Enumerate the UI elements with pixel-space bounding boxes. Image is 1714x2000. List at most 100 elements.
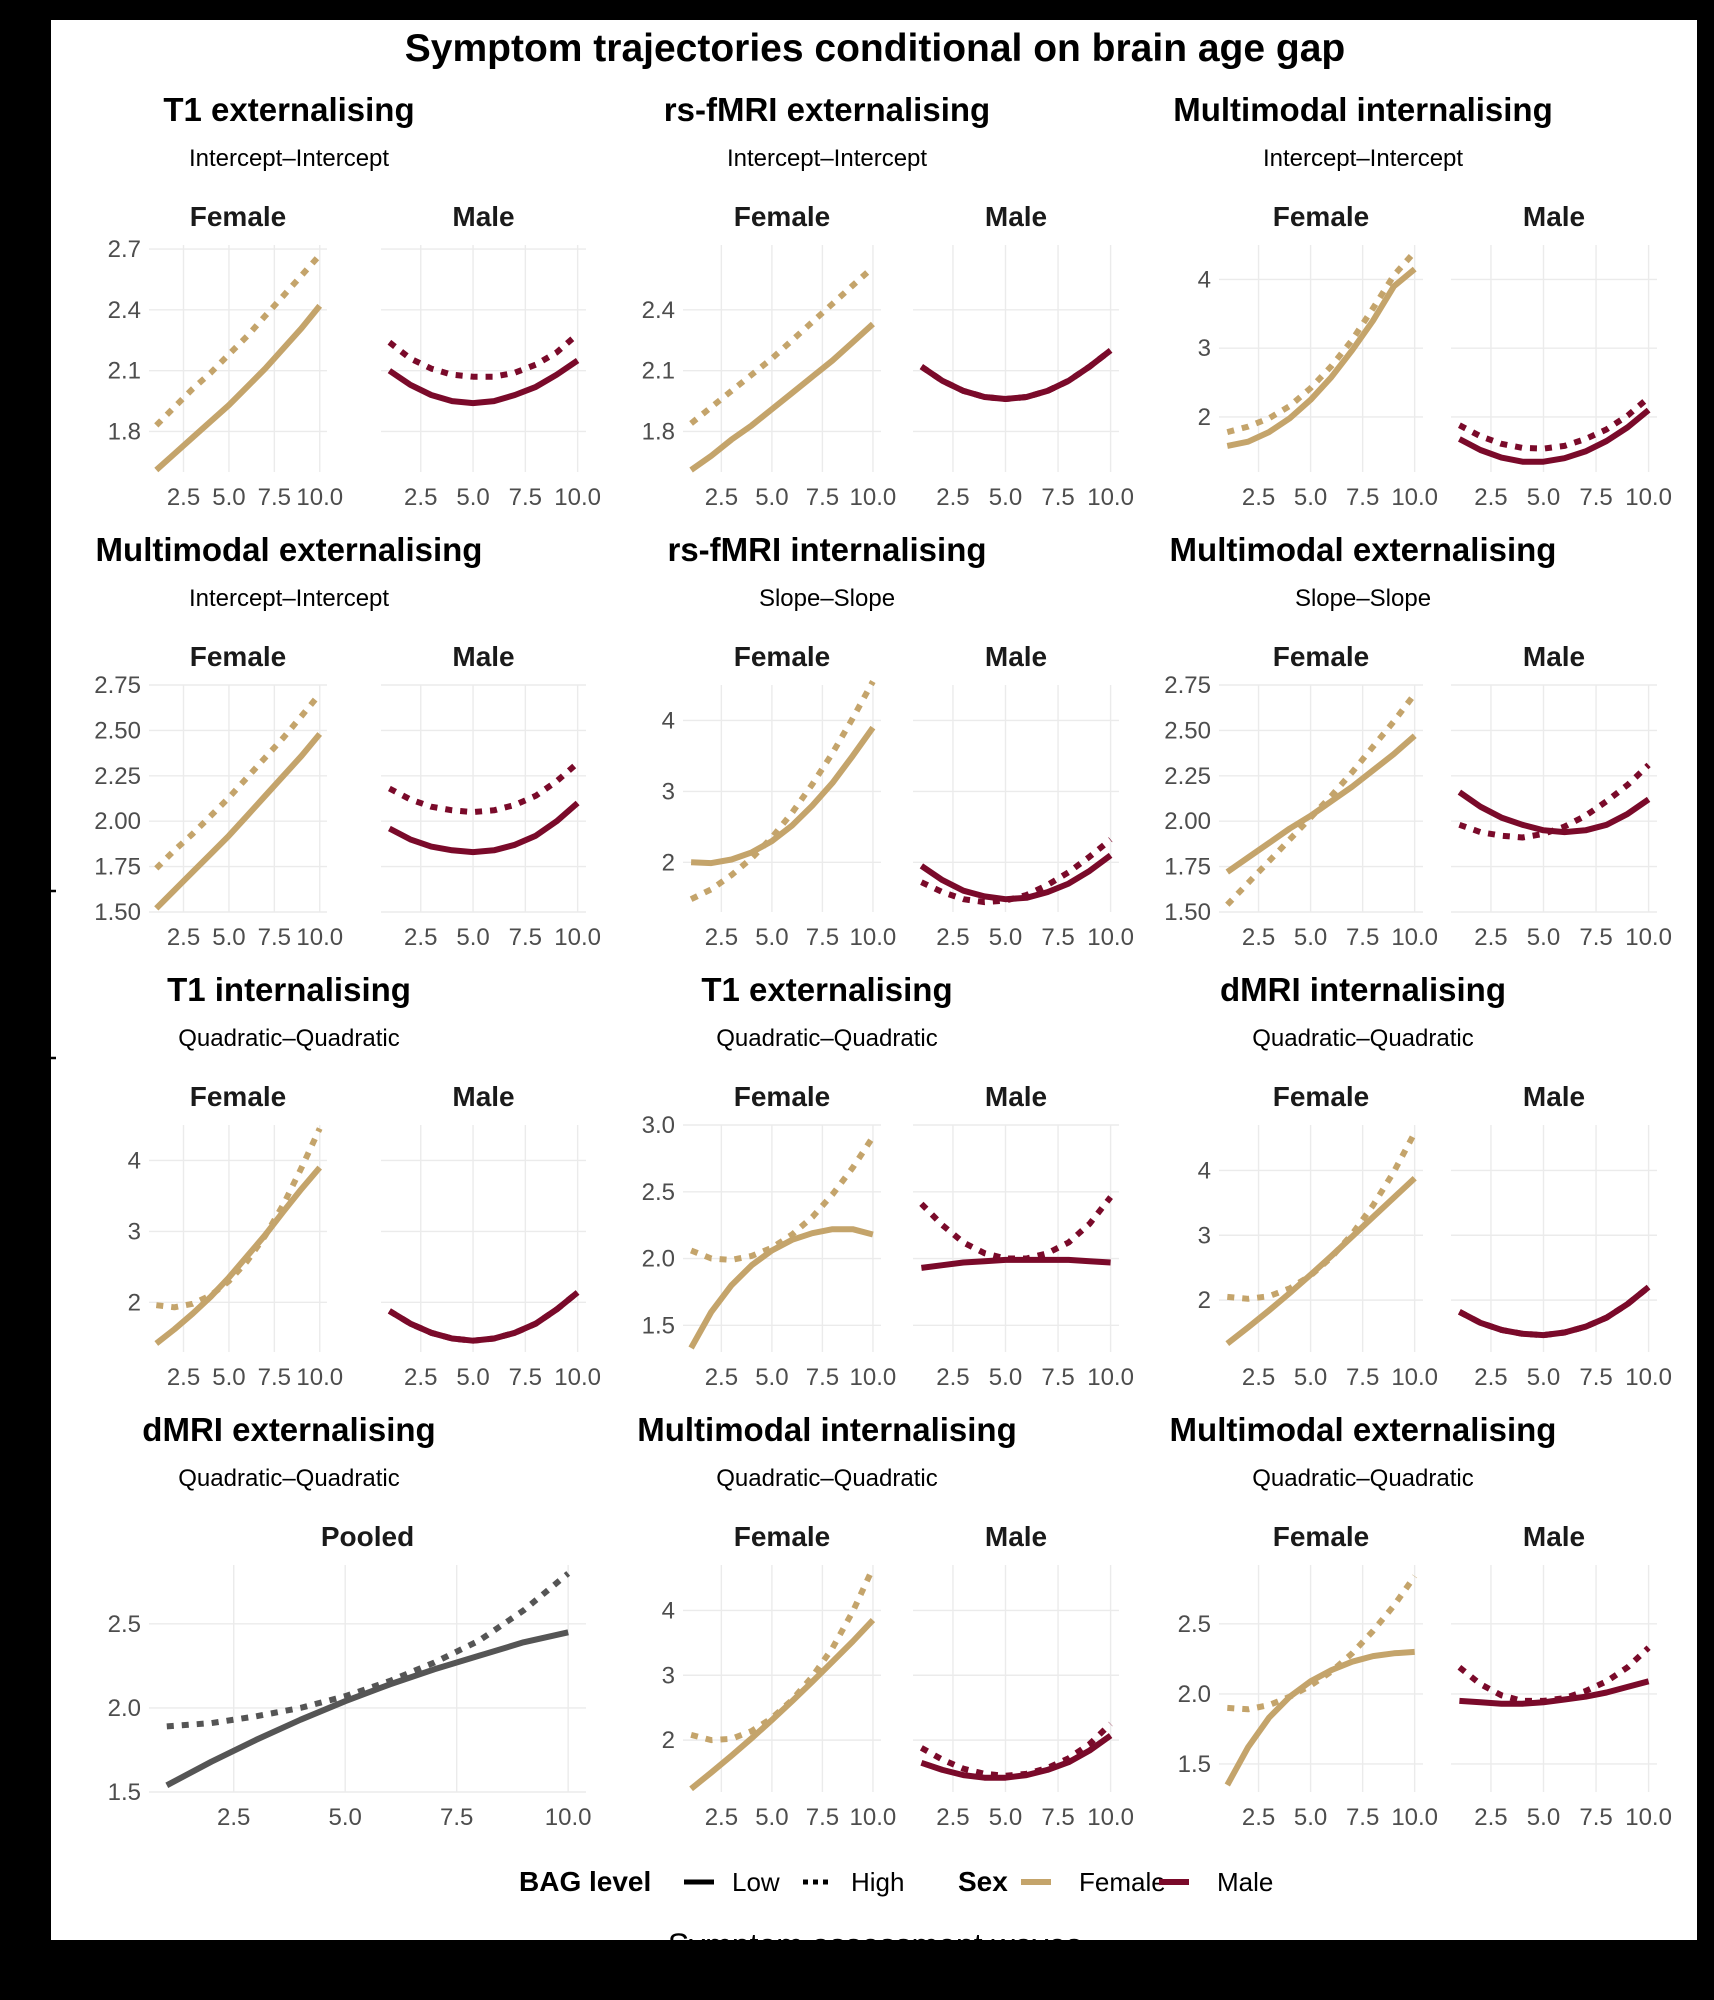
x-tick-label: 10.0 (1391, 484, 1438, 511)
panel-12: Multimodal externalising Quadratic–Quadra… (1170, 1411, 1672, 1831)
x-tick-label: 7.5 (509, 924, 542, 951)
x-tick-label: 2.5 (936, 924, 969, 951)
facet-label: Male (1523, 641, 1585, 672)
facet-female: Female 1.50 1.75 2.00 2.25 2.50 2.75 2.5 5.0 7.5 1… (1164, 641, 1438, 951)
x-tick-label: 7.5 (1041, 1804, 1074, 1831)
facet-female: Female 1.8 2.1 2.4 2.7 2.5 5.0 7.5 10.0 (108, 201, 343, 511)
series-line-high-female (154, 253, 322, 428)
panel-title: T1 internalising (167, 971, 411, 1008)
x-tick-label: 10.0 (554, 484, 601, 511)
x-tick-label: 5.0 (456, 1364, 489, 1391)
y-tick-label: 1.50 (94, 899, 141, 926)
y-tick-label: 4 (1198, 266, 1211, 293)
y-tick-label: 3 (1198, 335, 1211, 362)
panel-subtitle: Quadratic–Quadratic (716, 1025, 937, 1052)
facet-label: Female (1273, 641, 1370, 672)
x-tick-label: 7.5 (1346, 484, 1379, 511)
y-tick-label: 2.0 (642, 1246, 675, 1273)
y-tick-label: 4 (662, 707, 675, 734)
series-line-low-female (154, 303, 323, 473)
facet-label: Male (452, 641, 514, 672)
series-line-low-male (921, 1256, 1111, 1271)
facet-male: Male 2.5 5.0 7.5 10.0 (1451, 1081, 1672, 1391)
series-line-low-female (689, 321, 875, 473)
x-tick-label: 2.5 (1242, 1804, 1275, 1831)
x-tick-label: 10.0 (1625, 484, 1672, 511)
x-tick-label: 7.5 (1346, 1364, 1379, 1391)
panel-subtitle: Intercept–Intercept (727, 145, 927, 172)
x-tick-label: 2.5 (1474, 1804, 1507, 1831)
y-tick-label: 4 (128, 1147, 141, 1174)
x-tick-label: 5.0 (755, 1804, 788, 1831)
panel-title: T1 externalising (163, 91, 414, 128)
panel-11: Multimodal internalising Quadratic–Quadra… (637, 1411, 1134, 1831)
y-tick-label: 2.50 (1164, 717, 1211, 744)
series-line-low-female (1225, 733, 1417, 875)
panel-subtitle: Intercept–Intercept (189, 145, 389, 172)
x-tick-label: 10.0 (1625, 1364, 1672, 1391)
panel-subtitle: Intercept–Intercept (189, 585, 389, 612)
series-line-high-female (1225, 692, 1418, 907)
x-tick-label: 7.5 (1579, 1364, 1612, 1391)
series-line-low-male (1459, 1678, 1650, 1707)
facet-male: Male 2.5 5.0 7.5 10.0 (1451, 201, 1672, 511)
facet-female: Female 1.5 2.0 2.5 2.5 5.0 7.5 10.0 (1178, 1521, 1438, 1831)
figure-svg: Symptom trajectories conditional on brai… (51, 27, 1672, 1940)
series-line-low-female (1226, 266, 1417, 449)
panel-9: dMRI internalising Quadratic–Quadratic Fem… (1198, 971, 1672, 1391)
x-tick-label: 10.0 (850, 1804, 897, 1831)
series-line-low-male (388, 800, 580, 856)
y-tick-label: 2.1 (108, 358, 141, 385)
series-line-high-male (919, 348, 1113, 402)
panel-title: rs-fMRI externalising (664, 91, 990, 128)
facet-label: Female (190, 1081, 287, 1112)
series-line-high-male (387, 1290, 580, 1344)
facet-female: Female 2 3 4 2.5 5.0 7.5 10.0 (662, 641, 897, 951)
x-tick-label: 7.5 (1579, 484, 1612, 511)
y-tick-label: 3 (662, 1662, 675, 1689)
y-tick-label: 2 (1198, 404, 1211, 431)
series-line-low-male (920, 1733, 1113, 1781)
x-tick-label: 7.5 (440, 1804, 473, 1831)
facet-label: Male (985, 641, 1047, 672)
y-tick-label: 3 (662, 778, 675, 805)
panel-4: Multimodal externalising Intercept–Interc… (94, 531, 601, 951)
series-line-high-male (1458, 1284, 1651, 1339)
facet-label: Male (452, 201, 514, 232)
panel-1: T1 externalising Intercept–Intercept Femal… (108, 91, 601, 511)
y-tick-label: 2.00 (1164, 808, 1211, 835)
x-tick-label: 5.0 (755, 924, 788, 951)
facet-label: Male (985, 1081, 1047, 1112)
x-tick-label: 2.5 (404, 924, 437, 951)
facet-male: Male 2.5 5.0 7.5 10.0 (913, 641, 1134, 951)
facet-female: Female 1.8 2.1 2.4 2.5 5.0 7.5 10.0 (642, 201, 897, 511)
facet-male: Male 2.5 5.0 7.5 10.0 (913, 1521, 1134, 1831)
panel-title: T1 externalising (701, 971, 952, 1008)
panel-title: Multimodal externalising (1170, 531, 1557, 568)
x-tick-label: 2.5 (1242, 924, 1275, 951)
y-tick-label: 2 (662, 849, 675, 876)
series-line-high-female (689, 265, 875, 426)
y-tick-label: 2 (128, 1289, 141, 1316)
facet-label: Female (1273, 1521, 1370, 1552)
legend-bag-title: BAG level (519, 1866, 651, 1897)
y-tick-label: 2.25 (94, 763, 141, 790)
facet-male: Male 2.5 5.0 7.5 10.0 (381, 1081, 601, 1391)
series-line-low-female (154, 1165, 322, 1346)
x-tick-label: 5.0 (989, 484, 1022, 511)
facet-male: Male 2.5 5.0 7.5 10.0 (381, 641, 601, 951)
x-tick-label: 10.0 (296, 1364, 343, 1391)
series-line-low-female (1224, 1648, 1415, 1787)
x-tick-label: 2.5 (936, 484, 969, 511)
x-tick-label: 10.0 (554, 1364, 601, 1391)
figure-title: Symptom trajectories conditional on brai… (405, 27, 1346, 70)
panel-subtitle: Quadratic–Quadratic (1252, 1465, 1473, 1492)
x-tick-label: 2.5 (167, 924, 200, 951)
series-line-high-female (690, 1566, 876, 1744)
x-tick-label: 2.5 (705, 484, 738, 511)
x-tick-label: 7.5 (258, 924, 291, 951)
y-tick-label: 2.4 (642, 297, 675, 324)
facet-label: Female (190, 641, 287, 672)
x-tick-label: 7.5 (258, 484, 291, 511)
y-tick-label: 2.0 (1178, 1681, 1211, 1708)
